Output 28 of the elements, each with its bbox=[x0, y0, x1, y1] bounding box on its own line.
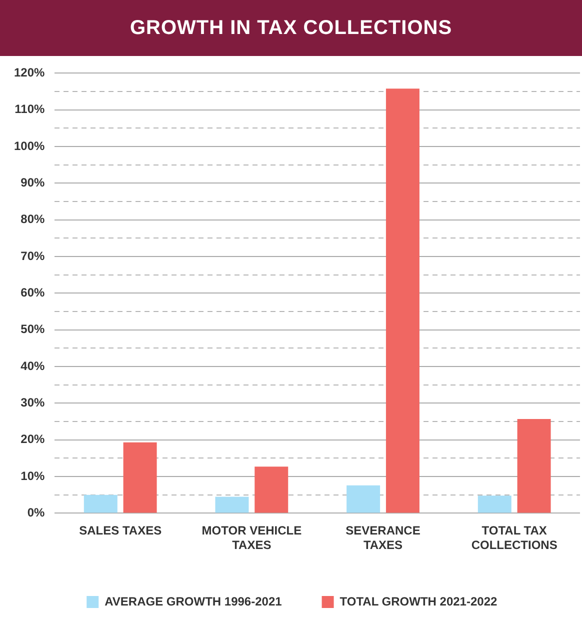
chart-title: GROWTH IN TAX COLLECTIONS bbox=[0, 0, 582, 56]
y-tick-label: 70% bbox=[20, 248, 46, 263]
y-tick-label: 100% bbox=[14, 138, 46, 153]
bar bbox=[254, 466, 288, 513]
y-tick-label: 20% bbox=[20, 432, 46, 446]
legend-label: TOTAL GROWTH 2021-2022 bbox=[340, 594, 498, 608]
bar bbox=[346, 485, 380, 513]
y-tick-label: 60% bbox=[20, 286, 46, 300]
bar bbox=[123, 442, 157, 513]
y-tick-label: 40% bbox=[20, 358, 46, 373]
y-tick-label: 90% bbox=[20, 176, 46, 190]
bar bbox=[517, 418, 551, 513]
y-tick-label: 10% bbox=[20, 468, 46, 483]
x-tick-label: TOTAL TAX COLLECTIONS bbox=[471, 524, 558, 552]
bar bbox=[478, 496, 512, 513]
y-tick-label: 110% bbox=[14, 102, 46, 116]
y-tick-label: 120% bbox=[14, 66, 46, 80]
x-tick-label: MOTOR VEHICLE TAXES bbox=[202, 524, 302, 552]
y-tick-label: 30% bbox=[20, 396, 46, 410]
bar bbox=[386, 88, 420, 513]
y-tick-label: 0% bbox=[27, 506, 46, 520]
legend-label: AVERAGE GROWTH 1996-2021 bbox=[104, 594, 282, 608]
bar bbox=[215, 496, 249, 513]
bar bbox=[84, 494, 118, 513]
x-tick-label: SALES TAXES bbox=[79, 524, 162, 538]
x-tick-label: SEVERANCE TAXES bbox=[346, 524, 420, 552]
y-tick-label: 80% bbox=[20, 212, 46, 226]
y-tick-label: 50% bbox=[20, 322, 46, 336]
